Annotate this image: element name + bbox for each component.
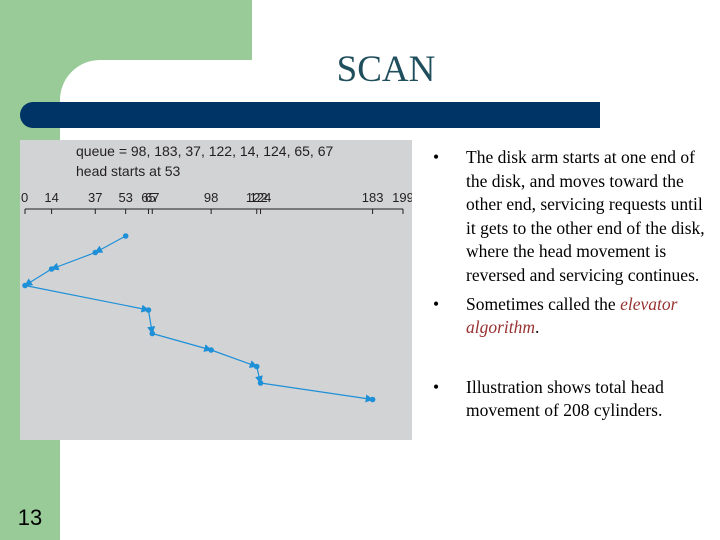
path-point-37 [92,249,99,256]
path-segment [260,382,374,403]
tick-label-67: 67 [145,190,159,205]
path-point-122 [253,363,260,370]
bullet-list: • The disk arm starts at one end of the … [433,146,713,423]
bullet-dot: • [433,293,440,314]
scan-diagram: queue = 98, 183, 37, 122, 14, 124, 65, 6… [20,140,414,440]
bullet-text-suffix: . [535,317,540,338]
path-point-98 [208,347,214,353]
tick-label-124: 124 [250,190,272,205]
path-segment [152,332,213,352]
path-segment [147,309,156,335]
bullet-dot: • [433,147,440,167]
tick-label-53: 53 [118,190,132,205]
diagram-background [20,140,412,440]
path-point-124 [257,380,264,386]
head-label: head starts at 53 [76,163,181,179]
bullet-text: The disk arm starts at one end of the di… [466,147,705,285]
head-path [22,233,376,403]
path-segment [255,366,263,384]
tick-label-183: 183 [362,190,384,205]
tick-label-122: 122 [246,190,268,205]
tick-label-199: 199 [392,190,412,205]
bullet-text: Illustration shows total head movement o… [466,376,664,421]
title-bar [20,102,600,128]
bullet-total-movement: • Illustration shows total head movement… [433,376,713,423]
path-point-183 [369,396,376,403]
path-segment [210,349,258,368]
path-segment [24,284,150,313]
slide-title: SCAN [336,49,436,90]
bullet-elevator: • Sometimes called the elevator algorith… [433,293,713,340]
path-segment [24,268,52,287]
bullet-dot: • [433,376,440,397]
path-point-14 [48,266,55,272]
path-point-65 [145,307,152,313]
path-segment [94,235,126,254]
tick-label-98: 98 [204,190,218,205]
scan-diagram-svg: queue = 98, 183, 37, 122, 14, 124, 65, 6… [20,140,414,440]
tick-label-14: 14 [44,190,58,205]
bullet-text-prefix: Sometimes called the [466,293,616,314]
queue-label: queue = 98, 183, 37, 122, 14, 124, 65, 6… [76,143,333,159]
elevator-algorithm-term: elevator algorithm [466,293,678,338]
path-point-67 [149,330,156,337]
tick-label-65: 65 [141,190,155,205]
path-segment [50,251,96,271]
path-point-0 [22,282,28,289]
slide-number: 13 [17,505,43,530]
tick-label-0: 0 [21,190,28,205]
path-point-53 [122,233,129,239]
bullet-disk-arm: • The disk arm starts at one end of the … [433,146,713,288]
tick-label-37: 37 [88,190,102,205]
